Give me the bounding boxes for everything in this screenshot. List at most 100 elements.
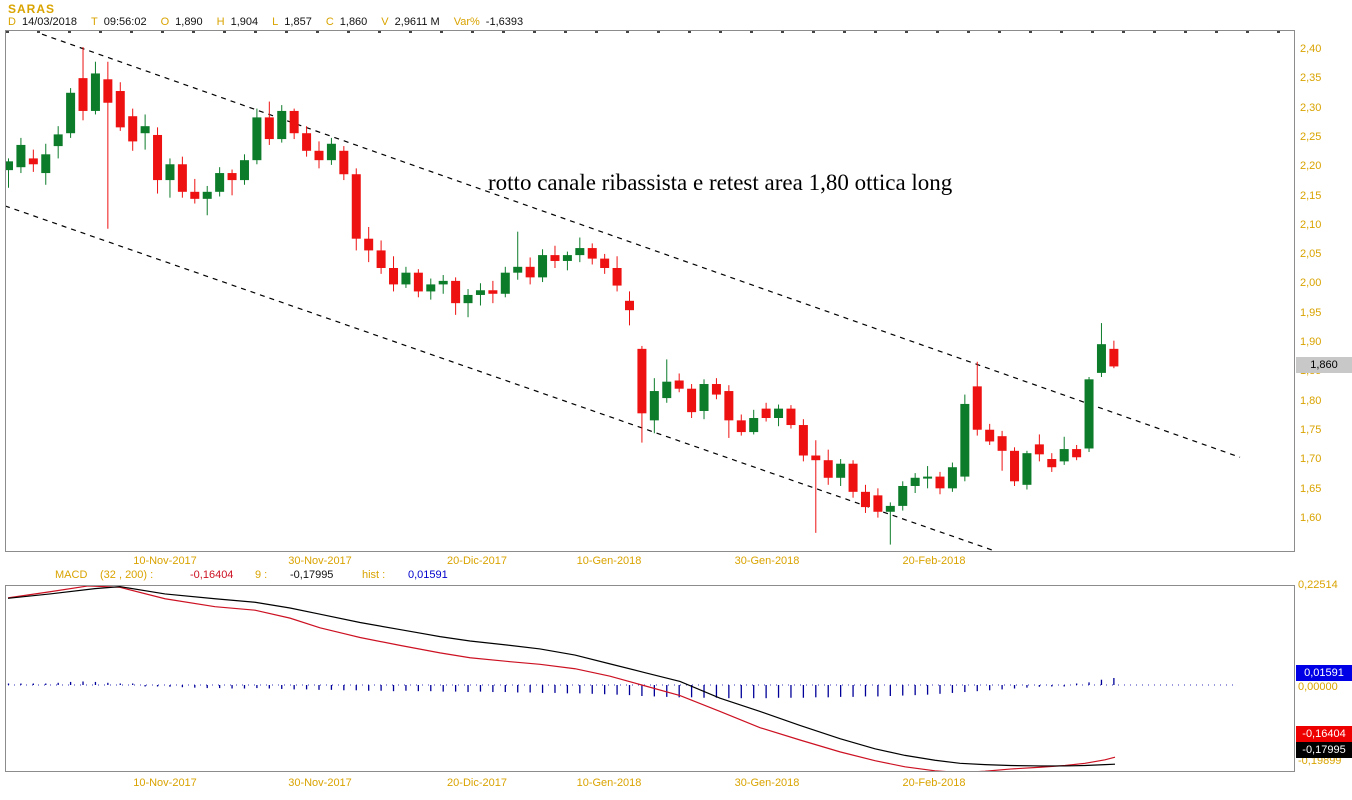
- candle-body: [153, 134, 163, 181]
- candle-body: [687, 388, 697, 413]
- price-axis-label: 2,35: [1300, 72, 1322, 85]
- trend-channel-upper-line: [41, 33, 1241, 458]
- candle-body: [488, 290, 498, 294]
- quote-field-value-t: 09:56:02: [103, 16, 147, 28]
- macd-hist-badge: 0,01591: [1296, 665, 1352, 681]
- candle-body: [848, 463, 858, 492]
- price-chart-panel[interactable]: rotto canale ribassista e retest area 1,…: [5, 30, 1295, 552]
- macd-signal-badge: -0,17995: [1296, 742, 1352, 758]
- macd-value-badge: -0,16404: [1296, 726, 1352, 742]
- candle-body: [736, 420, 746, 433]
- quote-field-label-c: C: [325, 16, 334, 28]
- symbol-title: SARAS: [8, 2, 56, 16]
- candle-body: [177, 164, 187, 192]
- date-axis-label: 20-Dic-2017: [447, 555, 507, 567]
- candle-body: [438, 280, 448, 285]
- candle-body: [1010, 450, 1020, 482]
- candle-body: [413, 272, 423, 292]
- price-axis-label: 2,10: [1300, 218, 1322, 231]
- candle-body: [1022, 453, 1032, 485]
- candle-body: [699, 384, 709, 411]
- macd-panel[interactable]: [5, 585, 1295, 772]
- candle-body: [202, 191, 212, 199]
- price-axis-label: 1,95: [1300, 306, 1322, 319]
- price-axis-label: 2,30: [1300, 101, 1322, 114]
- price-axis-label: 1,70: [1300, 453, 1322, 466]
- price-axis-label: 1,90: [1300, 336, 1322, 348]
- candle-body: [302, 133, 312, 151]
- macd-signal-value: -0,17995: [290, 569, 334, 581]
- candle-body: [339, 150, 349, 175]
- candle-body: [985, 429, 995, 442]
- candle-body: [562, 255, 572, 261]
- price-axis-label: 2,00: [1300, 277, 1322, 290]
- quote-field-label-d: D: [8, 16, 16, 28]
- candlestick-chart: [6, 33, 1241, 551]
- candle-body: [575, 248, 585, 256]
- candle-body: [252, 117, 262, 161]
- date-axis-label: 30-Gen-2018: [734, 555, 800, 567]
- date-axis-label: 10-Gen-2018: [576, 555, 642, 567]
- candle-body: [215, 173, 225, 192]
- candle-body: [625, 300, 634, 311]
- candle-body: [662, 381, 672, 399]
- candle-body: [823, 460, 833, 478]
- macd-line: [7, 586, 1116, 771]
- candle-body: [66, 92, 76, 134]
- candle-body: [128, 116, 138, 142]
- candle-body: [140, 126, 150, 134]
- macd-signal-label: 9 :: [255, 569, 268, 581]
- date-axis-label: 10-Nov-2017: [133, 555, 197, 567]
- candle-body: [103, 79, 113, 103]
- price-axis-label: 1,65: [1300, 482, 1322, 495]
- candle-body: [53, 134, 63, 147]
- candle-body: [749, 418, 759, 433]
- quote-field-value-o: 1,890: [175, 16, 203, 28]
- candle-body: [165, 164, 175, 181]
- date-axis-label: 10-Gen-2018: [576, 777, 642, 789]
- top-tick-ruler: [6, 31, 1294, 33]
- candle-body: [90, 73, 100, 111]
- candle-body: [78, 78, 88, 111]
- price-axis-label: 1,80: [1300, 394, 1322, 407]
- macd-axis-zero: 0,00000: [1298, 681, 1338, 693]
- date-axis-label: 10-Nov-2017: [133, 777, 197, 789]
- quote-field-value-h: 1,904: [230, 16, 259, 28]
- candle-body: [836, 463, 846, 478]
- candle-body: [227, 173, 237, 181]
- candle-body: [674, 380, 684, 389]
- quote-field-label-o: O: [160, 16, 170, 28]
- candle-body: [264, 117, 274, 140]
- quote-info-bar: D 14/03/2018 T 09:56:02 O 1,890 H 1,904 L 1,857 C 1…: [8, 16, 537, 28]
- candle-body: [637, 348, 647, 414]
- candle-body: [972, 386, 982, 430]
- macd-signal-line: [7, 586, 1116, 767]
- candle-body: [649, 391, 659, 421]
- price-axis-label: 2,15: [1300, 189, 1322, 202]
- candle-body: [786, 408, 796, 426]
- candle-body: [1059, 449, 1069, 462]
- quote-field-value-var: -1,6393: [485, 16, 524, 28]
- macd-header: MACD (32 , 200) : -0,16404 9 : -0,17995 …: [0, 569, 1295, 583]
- candle-body: [314, 150, 324, 161]
- price-axis-label: 2,20: [1300, 160, 1322, 173]
- candle-body: [885, 505, 895, 512]
- candle-body: [947, 467, 957, 489]
- quote-field-label-t: T: [91, 16, 98, 28]
- date-axis-label: 20-Feb-2018: [902, 777, 966, 789]
- candle-body: [1072, 449, 1082, 458]
- candle-body: [525, 266, 535, 278]
- macd-indicator-name: MACD: [55, 569, 88, 581]
- candle-body: [860, 491, 870, 508]
- candle-body: [190, 191, 200, 199]
- quote-field-value-v: 2,9611 M: [394, 16, 440, 28]
- date-axis-label: 30-Gen-2018: [734, 777, 800, 789]
- candle-body: [898, 485, 908, 506]
- candle-body: [376, 250, 386, 268]
- trend-channel-lower-line: [6, 205, 996, 551]
- candle-body: [923, 476, 933, 479]
- candle-body: [475, 290, 485, 295]
- candle-body: [910, 477, 920, 486]
- candle-body: [1109, 348, 1119, 367]
